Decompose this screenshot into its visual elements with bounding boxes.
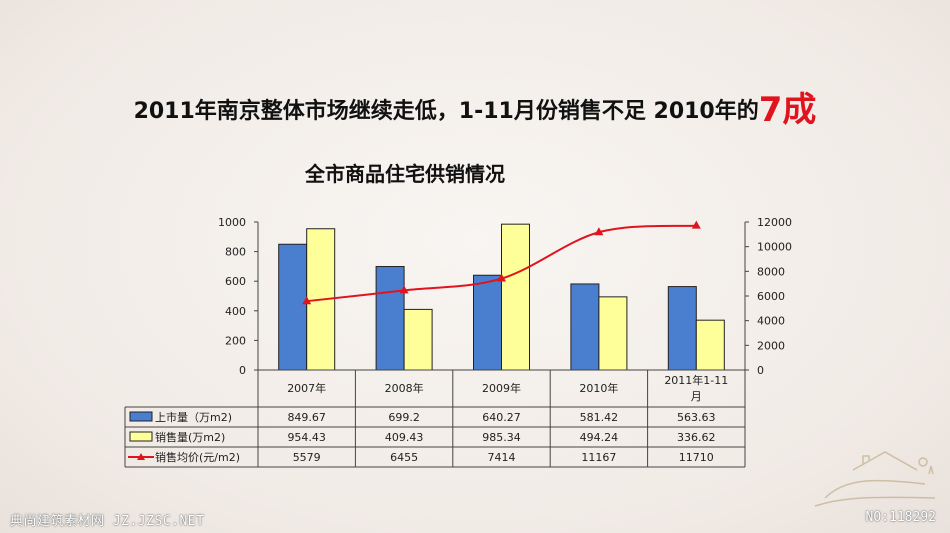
table-cell-value: 563.63 xyxy=(677,411,716,424)
chart-title: 全市商品住宅供销情况 xyxy=(305,162,505,186)
right-axis-tick-label: 4000 xyxy=(757,315,785,328)
watermark-id: NO:118292 xyxy=(865,510,936,525)
price-point xyxy=(691,220,701,229)
legend-key-sales xyxy=(129,431,153,442)
table-cell-value: 7414 xyxy=(488,451,516,464)
table-cell-value: 494.24 xyxy=(580,431,619,444)
table-cell-value: 699.2 xyxy=(388,411,420,424)
price-point xyxy=(594,227,604,236)
brand-logo xyxy=(814,451,936,507)
left-axis-tick-label: 1000 xyxy=(218,216,246,229)
table-cell-value: 849.67 xyxy=(287,411,326,424)
bar-supply xyxy=(667,286,697,371)
headline: 2011年南京整体市场继续走低，1-11月份销售不足 2010年的7成 xyxy=(0,82,950,131)
price-point xyxy=(302,296,312,305)
category-label: 2011年1-11 xyxy=(664,373,728,387)
price-point xyxy=(399,285,409,294)
headline-emphasis: 7成 xyxy=(758,90,817,130)
right-axis-tick-label: 2000 xyxy=(757,339,785,352)
right-axis-tick-label: 6000 xyxy=(757,290,785,303)
category-label: 2008年 xyxy=(385,381,424,395)
right-axis-tick-label: 10000 xyxy=(757,241,792,254)
bar-sales xyxy=(501,223,530,371)
bar-supply xyxy=(278,243,308,371)
left-axis-tick-label: 0 xyxy=(239,364,246,377)
table-cell-value: 640.27 xyxy=(482,411,521,424)
legend-label: 销售量(万m2) xyxy=(155,430,225,444)
bar-supply xyxy=(570,283,600,371)
table-cell-value: 985.34 xyxy=(482,431,521,444)
category-label: 2009年 xyxy=(482,381,521,395)
table-cell-value: 5579 xyxy=(293,451,321,464)
legend-label: 上市量（万m2) xyxy=(155,410,232,424)
headline-main: 2011年南京整体市场继续走低，1-11月份销售不足 2010年的 xyxy=(133,99,759,124)
category-label: 月 xyxy=(691,390,702,403)
table-cell-value: 954.43 xyxy=(287,431,326,444)
legend-key-price-marker xyxy=(137,453,145,460)
bar-sales xyxy=(598,296,628,371)
table-cell-value: 581.42 xyxy=(580,411,619,424)
right-axis-tick-label: 12000 xyxy=(757,216,792,229)
left-axis-tick-label: 400 xyxy=(225,305,246,318)
category-label: 2010年 xyxy=(579,381,618,395)
bar-supply xyxy=(375,266,405,371)
table-cell-value: 336.62 xyxy=(677,431,716,444)
bar-sales xyxy=(403,308,433,371)
bar-sales xyxy=(695,319,725,371)
category-label: 2007年 xyxy=(287,381,326,395)
table-cell-value: 11167 xyxy=(581,451,616,464)
left-axis-tick-label: 200 xyxy=(225,334,246,347)
left-axis-tick-label: 800 xyxy=(225,246,246,259)
legend-label: 销售均价(元/m2) xyxy=(155,450,240,464)
right-axis-tick-label: 0 xyxy=(757,364,764,377)
left-axis-tick-label: 600 xyxy=(225,275,246,288)
table-cell-value: 409.43 xyxy=(385,431,424,444)
bar-supply xyxy=(473,274,502,371)
price-point xyxy=(497,273,506,282)
table-cell-value: 11710 xyxy=(679,451,714,464)
watermark-site: 典尚建筑素材网 JZ.JZSC.NET xyxy=(10,514,205,529)
right-axis-tick-label: 8000 xyxy=(757,265,785,278)
table-cell-value: 6455 xyxy=(390,451,418,464)
legend-key-supply xyxy=(129,411,153,422)
